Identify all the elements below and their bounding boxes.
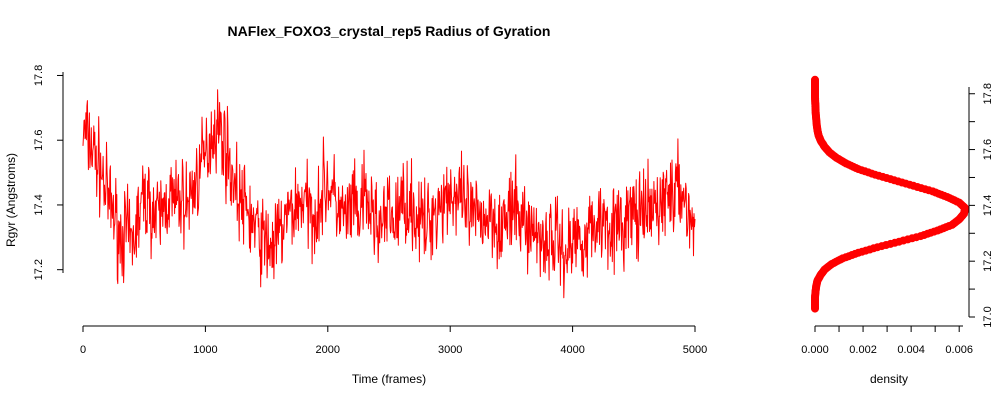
x-tick-label: 2000: [316, 344, 340, 356]
density-x-tick-label: 0.006: [945, 344, 973, 356]
density-point: [811, 75, 819, 84]
x-tick-label: 4000: [560, 344, 584, 356]
density-y-tick-label: 17.0: [982, 306, 994, 327]
y-axis-label: Rgyr (Angstroms): [4, 153, 18, 247]
y-tick-label: 17.2: [33, 259, 45, 280]
x-tick-label: 0: [80, 344, 86, 356]
x-axis-ticks: 0 1000 2000 3000 4000 5000: [80, 326, 707, 356]
chart-title: NAFlex_FOXO3_crystal_rep5 Radius of Gyra…: [228, 23, 551, 39]
density-points: [811, 75, 970, 313]
density-y-tick-label: 17.8: [982, 83, 994, 104]
density-x-tick-label: 0.002: [849, 344, 877, 356]
density-panel: 0.000 0.002 0.004 0.006 17.017.217.417.617.…: [801, 75, 994, 386]
density-y-tick-label: 17.6: [982, 139, 994, 160]
density-y-axis-ticks: 17.0 17.2 17.4 17.6 17.8: [969, 83, 994, 328]
density-y-tick-label: 17.2: [982, 250, 994, 271]
x-tick-label: 1000: [193, 344, 217, 356]
x-tick-label: 5000: [683, 344, 707, 356]
density-y-tick-label: 17.4: [982, 195, 994, 216]
density-x-axis-label: density: [870, 372, 908, 386]
x-tick-label: 3000: [438, 344, 462, 356]
x-axis-label: Time (frames): [352, 372, 426, 386]
density-x-axis-ticks: 0.000 0.002 0.004 0.006: [801, 326, 973, 356]
timeseries-panel: 0 1000 2000 3000 4000 5000 17.2 17.4 17.6 17.8 T…: [4, 65, 707, 386]
y-tick-label: 17.6: [33, 129, 45, 150]
rgyr-series-line: [82, 89, 696, 299]
y-axis-ticks: 17.2 17.4 17.6 17.8: [33, 65, 63, 280]
y-tick-label: 17.8: [33, 65, 45, 86]
y-tick-label: 17.4: [33, 194, 45, 215]
density-x-tick-label: 0.000: [801, 344, 829, 356]
density-x-tick-label: 0.004: [897, 344, 925, 356]
